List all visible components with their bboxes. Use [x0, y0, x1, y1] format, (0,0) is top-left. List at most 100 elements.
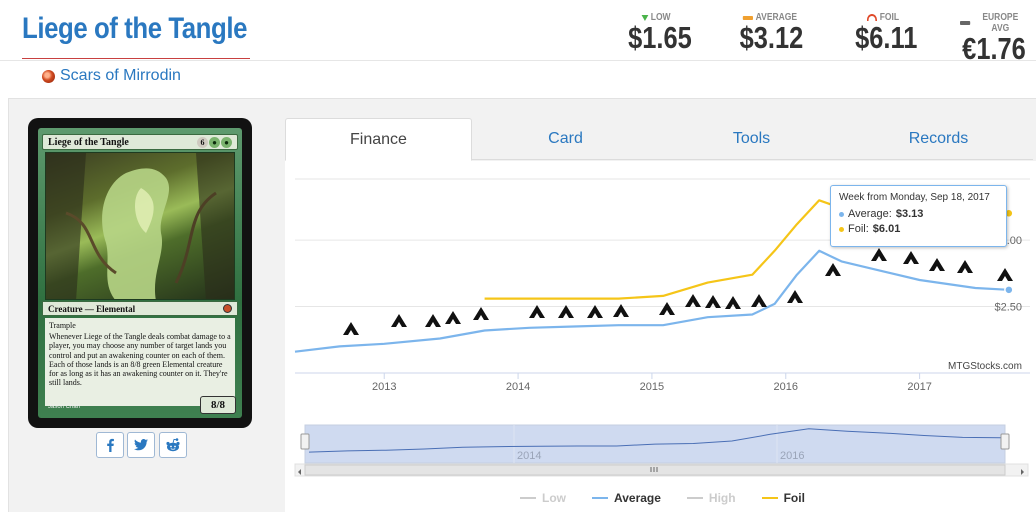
x-tick-label: 2015: [640, 381, 664, 393]
mana-green-icon: ●: [209, 136, 220, 148]
rules-ability: Whenever Liege of the Tangle deals comba…: [49, 332, 231, 388]
tooltip-average-value: $3.13: [895, 208, 924, 220]
price-chart[interactable]: 2013 2014 2015 2016 2017 $2.50 $5.00 MTGStocks…: [285, 161, 1036, 512]
foil-arc-icon: [866, 14, 878, 21]
card-power-toughness: 8/8: [200, 396, 236, 414]
navigator-scrollbar-thumb: [304, 464, 1006, 476]
set-symbol-marker: [825, 263, 841, 276]
tab-finance[interactable]: Finance: [285, 118, 472, 161]
average-dot-icon: [839, 212, 844, 217]
set-link[interactable]: Scars of Mirrodin: [42, 67, 181, 85]
header-divider: [0, 60, 1036, 61]
card-type-bar: Creature — Elemental: [42, 301, 238, 316]
price-europe-value: €1.76: [962, 31, 1026, 66]
hover-point-average: [1004, 285, 1014, 295]
tab-records[interactable]: Records: [908, 130, 969, 147]
tooltip-heading: Week from Monday, Sep 18, 2017: [839, 192, 990, 203]
set-symbol-marker: [725, 296, 741, 309]
y-tick-label: $2.50: [994, 302, 1022, 314]
x-tick-label: 2014: [506, 381, 530, 393]
legend-high[interactable]: High: [686, 491, 736, 505]
scroll-right-icon: [1021, 469, 1024, 475]
navigator-handle: [1000, 433, 1010, 450]
set-symbol-marker: [903, 251, 919, 264]
x-tick-label: 2016: [774, 381, 798, 393]
set-name: Scars of Mirrodin: [60, 67, 181, 84]
legend-average[interactable]: Average: [592, 491, 661, 505]
tooltip-foil-value: $6.01: [872, 223, 901, 235]
set-symbol-marker: [871, 248, 887, 261]
legend-low[interactable]: Low: [520, 491, 566, 505]
price-average-label: AVERAGE: [755, 12, 798, 23]
scroll-left-icon: [298, 469, 301, 475]
title-underline: [22, 58, 250, 59]
price-low: LOW $1.65: [622, 12, 692, 55]
set-symbol-marker: [685, 294, 701, 307]
reddit-icon: [166, 438, 180, 452]
series-line-average: [294, 249, 1009, 353]
set-symbol-marker: [445, 311, 461, 324]
x-tick-label: 2017: [907, 381, 931, 393]
card-artist: Jason Chan: [48, 404, 81, 410]
set-symbol-marker: [425, 314, 441, 327]
reddit-button[interactable]: [159, 432, 187, 458]
set-symbol-marker: [787, 290, 803, 303]
card-type-line: Creature — Elemental: [48, 303, 136, 314]
set-symbol-marker: [391, 314, 407, 327]
card-name: Liege of the Tangle: [48, 136, 129, 148]
price-low-label: LOW: [650, 12, 671, 23]
price-low-value: $1.65: [628, 20, 692, 55]
tab-card[interactable]: Card: [548, 130, 583, 147]
down-arrow-icon: [641, 14, 649, 21]
europe-dash-icon: [960, 21, 971, 25]
set-symbol-icon: [42, 69, 55, 83]
tooltip-average-label: Average:: [848, 208, 892, 220]
chart-legend: Low Average High Foil: [520, 491, 805, 505]
navigator-series: [308, 428, 1002, 453]
price-foil-label: FOIL: [879, 12, 900, 23]
tooltip-row-average: Average: $3.13: [839, 207, 998, 222]
price-chart-svg: 2013 2014 2015 2016 2017 $2.50$5.00MTGStocks…: [294, 178, 1030, 477]
chart-watermark: MTGStocks.com: [948, 361, 1022, 372]
chart-tooltip: Week from Monday, Sep 18, 2017 Average: …: [830, 185, 1007, 247]
price-foil: FOIL $6.11: [849, 12, 917, 53]
set-symbol-marker: [587, 305, 603, 318]
card-name-bar: Liege of the Tangle 6 ● ●: [42, 134, 238, 150]
set-symbol-marker: [558, 305, 574, 318]
set-symbol-marker: [529, 305, 545, 318]
card-image[interactable]: Liege of the Tangle 6 ● ● Creatu: [28, 118, 252, 428]
navigator-label: 2016: [780, 450, 804, 462]
twitter-icon: [134, 439, 148, 451]
x-tick-label: 2013: [372, 381, 396, 393]
set-symbol-marker: [957, 260, 973, 273]
tab-tools[interactable]: Tools: [732, 130, 771, 147]
mana-generic-icon: 6: [197, 136, 208, 148]
navigator-handle: [300, 433, 310, 450]
facebook-button[interactable]: [96, 432, 124, 458]
facebook-icon: [107, 438, 114, 452]
price-foil-value: $6.11: [855, 20, 918, 55]
tooltip-row-foil: Foil: $6.01: [839, 222, 998, 237]
price-europe: EUROPE AVG €1.76: [954, 12, 1034, 64]
set-symbol-marker: [997, 268, 1013, 281]
average-dash-icon: [742, 15, 754, 20]
set-symbol-marker: [659, 302, 675, 315]
rules-keyword: Trample: [49, 321, 76, 330]
twitter-button[interactable]: [127, 432, 155, 458]
set-symbol-marker: [929, 258, 945, 271]
card-frame: Liege of the Tangle 6 ● ● Creatu: [38, 128, 242, 418]
legend-foil[interactable]: Foil: [761, 491, 805, 505]
set-symbol-marker: [613, 304, 629, 317]
page-title: Liege of the Tangle: [22, 12, 248, 45]
mana-green-icon: ●: [221, 136, 232, 148]
tooltip-foil-label: Foil:: [848, 223, 869, 235]
card-art: [45, 152, 235, 300]
set-symbol-marker: [705, 295, 721, 308]
navigator-label: 2014: [517, 450, 541, 462]
card-rules-text: Trample Whenever Liege of the Tangle dea…: [45, 318, 235, 406]
tab-bar: Finance Card Tools Records: [285, 118, 1033, 161]
foil-dot-icon: [839, 227, 844, 232]
price-europe-label: EUROPE AVG: [982, 12, 1019, 34]
set-symbol-marker: [751, 294, 767, 307]
